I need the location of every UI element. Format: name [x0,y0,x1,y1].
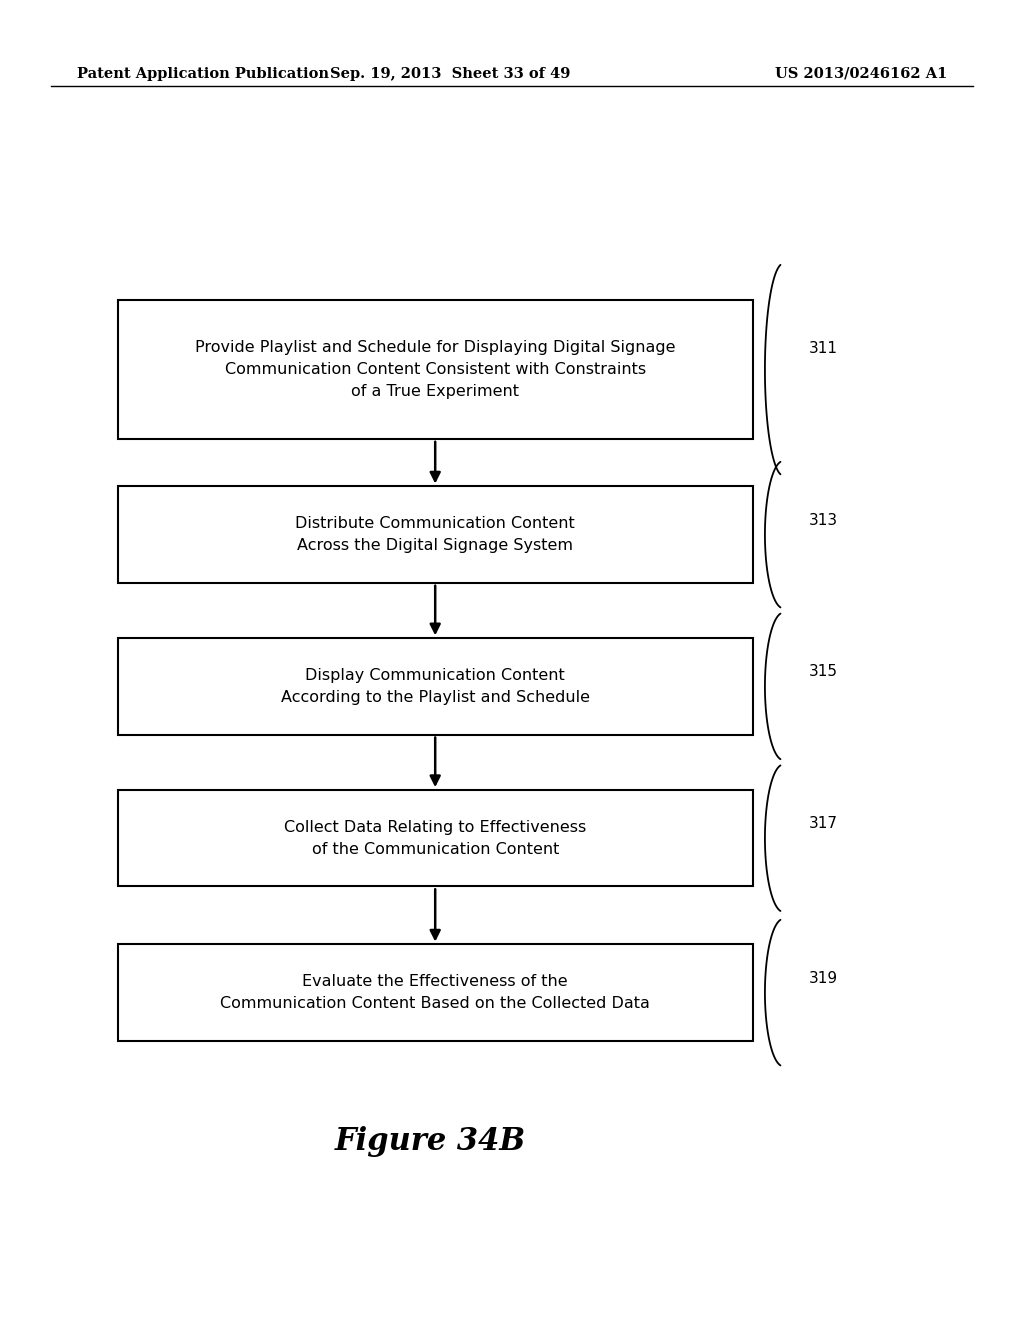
Text: 315: 315 [809,664,838,680]
Bar [118,487,753,583]
Text: 317: 317 [809,816,838,832]
Text: Figure 34B: Figure 34B [335,1126,525,1158]
Bar [118,300,753,438]
Text: Sep. 19, 2013  Sheet 33 of 49: Sep. 19, 2013 Sheet 33 of 49 [331,67,570,81]
Text: Display Communication Content
According to the Playlist and Schedule: Display Communication Content According … [281,668,590,705]
Bar [118,639,753,734]
Bar [118,945,753,1040]
Text: Distribute Communication Content
Across the Digital Signage System: Distribute Communication Content Across … [295,516,575,553]
Text: 319: 319 [809,970,838,986]
Bar [118,789,753,887]
Text: Collect Data Relating to Effectiveness
of the Communication Content: Collect Data Relating to Effectiveness o… [284,820,587,857]
Text: Evaluate the Effectiveness of the
Communication Content Based on the Collected D: Evaluate the Effectiveness of the Commun… [220,974,650,1011]
Text: US 2013/0246162 A1: US 2013/0246162 A1 [775,67,947,81]
Text: 311: 311 [809,342,838,356]
Text: 313: 313 [809,512,838,528]
Text: Provide Playlist and Schedule for Displaying Digital Signage
Communication Conte: Provide Playlist and Schedule for Displa… [195,339,676,400]
Text: Patent Application Publication: Patent Application Publication [77,67,329,81]
